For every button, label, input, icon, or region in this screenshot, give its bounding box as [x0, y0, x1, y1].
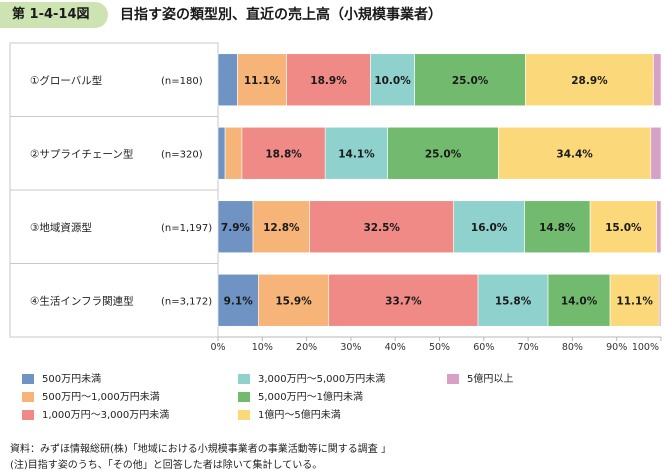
bar-segment: [656, 200, 662, 254]
legend-item: 500万円～1,000万円未満: [22, 390, 160, 406]
data-label: 14.1%: [338, 148, 375, 160]
bar-segment: [224, 126, 243, 180]
legend-swatch: [238, 410, 250, 420]
data-label: 33.7%: [385, 295, 422, 307]
legend-swatch: [238, 392, 250, 402]
data-label: 34.4%: [556, 148, 593, 160]
bar-segment: [324, 126, 388, 180]
legend-label: 5,000万円～1億円未満: [258, 392, 363, 403]
bar-segment: [589, 200, 657, 254]
row-labels: ①グローバル型 (n=180) ②サプライチェーン型 (n=320) ③地域資源型 (n=…: [30, 74, 212, 308]
sample-size-label: (n=180): [161, 76, 203, 87]
data-label: 15.9%: [275, 295, 312, 307]
sample-size-label: (n=320): [161, 149, 203, 160]
data-label: 11.1%: [244, 75, 281, 87]
data-label: 14.8%: [539, 222, 576, 234]
x-tick-label: 60%: [473, 342, 494, 353]
row-dividers: [10, 116, 218, 264]
legend-item: 5,000万円～1億円未満: [238, 390, 363, 406]
figure-title: 目指す姿の類型別、直近の売上高（小規模事業者）: [120, 7, 442, 23]
bar-segment: [650, 126, 662, 180]
bar-segment: [524, 200, 591, 254]
legend-swatch: [447, 374, 459, 384]
data-label: 15.0%: [605, 222, 642, 234]
bar-segment: [252, 200, 311, 254]
category-label: ③地域資源型: [30, 221, 92, 234]
data-label: 12.8%: [263, 222, 300, 234]
legend-item: 500万円未満: [22, 372, 101, 388]
data-label: 14.0%: [561, 295, 598, 307]
data-label: 18.8%: [265, 148, 302, 160]
bar-segment: [286, 53, 371, 107]
bar-segment: [525, 53, 654, 107]
bar-segment: [217, 273, 259, 327]
bar-segment: [477, 273, 549, 327]
bar-segment: [370, 53, 415, 107]
bar-segment: [453, 200, 525, 254]
data-label: 9.1%: [224, 295, 254, 307]
category-label: ④生活インフラ関連型: [30, 294, 134, 307]
bar-segment: [658, 273, 662, 327]
data-label: 7.9%: [221, 222, 251, 234]
footnote: (注)目指す姿のうち、「その他」と回答した者は除いて集計している。: [10, 460, 323, 471]
bar-segment: [387, 126, 499, 180]
legend-label: 1,000万円～3,000万円未満: [42, 410, 170, 421]
legend-item: 5億円以上: [447, 372, 513, 388]
legend-label: 500万円～1,000万円未満: [42, 392, 160, 403]
bar-segment: [328, 273, 479, 327]
bar-segment: [217, 200, 254, 254]
source-note: 資料：みずほ情報総研(株)「地域における小規模事業者の事業活動等に関する調査 」: [10, 444, 391, 455]
legend-label: 1億円～5億円未満: [258, 410, 341, 421]
data-label: 32.5%: [363, 222, 400, 234]
sample-size-label: (n=1,197): [161, 223, 212, 234]
legend-item: 3,000万円～5,000万円未満: [238, 372, 385, 388]
bar-segment: [547, 273, 611, 327]
legend-swatch: [22, 410, 34, 420]
figure-number: 第 1-4-14図: [0, 2, 108, 28]
legend-label: 5億円以上: [467, 374, 514, 385]
figure-header: 第 1-4-14図 目指す姿の類型別、直近の売上高（小規模事業者）: [0, 0, 664, 30]
bars: [217, 53, 662, 327]
data-label: 16.0%: [471, 222, 508, 234]
data-label: 11.1%: [616, 295, 653, 307]
data-label: 28.9%: [571, 75, 608, 87]
category-label: ②サプライチェーン型: [30, 147, 133, 160]
data-label: 15.8%: [495, 295, 532, 307]
data-label: 18.9%: [310, 75, 347, 87]
bar-segment: [609, 273, 660, 327]
legend-swatch: [22, 374, 34, 384]
legend-label: 3,000万円～5,000万円未満: [258, 374, 386, 385]
x-tick-label: 50%: [429, 342, 450, 353]
x-tick-label: 70%: [518, 342, 539, 353]
legend-swatch: [22, 392, 34, 402]
bar-segment: [309, 200, 454, 254]
x-tick-label: 80%: [562, 342, 583, 353]
sample-size-label: (n=3,172): [161, 296, 212, 307]
legend-label: 500万円未満: [42, 374, 102, 385]
category-label: ①グローバル型: [30, 74, 102, 87]
data-label: 10.0%: [374, 75, 411, 87]
bar-segment: [653, 53, 662, 107]
legend-item: 1,000万円～3,000万円未満: [22, 408, 169, 424]
x-axis: 0% 10% 20% 30% 40% 50% 60% 70% 80% 90% 100%: [210, 336, 662, 353]
bar-segment: [217, 53, 238, 107]
data-label: 25.0%: [425, 148, 462, 160]
x-tick-label: 20%: [296, 342, 317, 353]
legend-item: 1億円～5億円未満: [238, 408, 341, 424]
x-tick-label: 90%: [606, 342, 627, 353]
x-tick-label: 0%: [210, 342, 225, 353]
bar-segment: [414, 53, 526, 107]
data-label: 25.0%: [452, 75, 489, 87]
x-tick-label: 10%: [252, 342, 273, 353]
x-tick-label: 30%: [340, 342, 361, 353]
bar-segment: [498, 126, 652, 180]
x-tick-label: 100%: [632, 342, 659, 353]
x-tick-label: 40%: [385, 342, 406, 353]
bar-data-labels: 11.1% 18.9% 10.0% 25.0% 28.9% 18.8% 14.1% 25.0%…: [221, 75, 653, 308]
bar-segment: [217, 126, 226, 180]
bar-segment: [237, 53, 287, 107]
legend-swatch: [238, 374, 250, 384]
bar-segment: [258, 273, 330, 327]
